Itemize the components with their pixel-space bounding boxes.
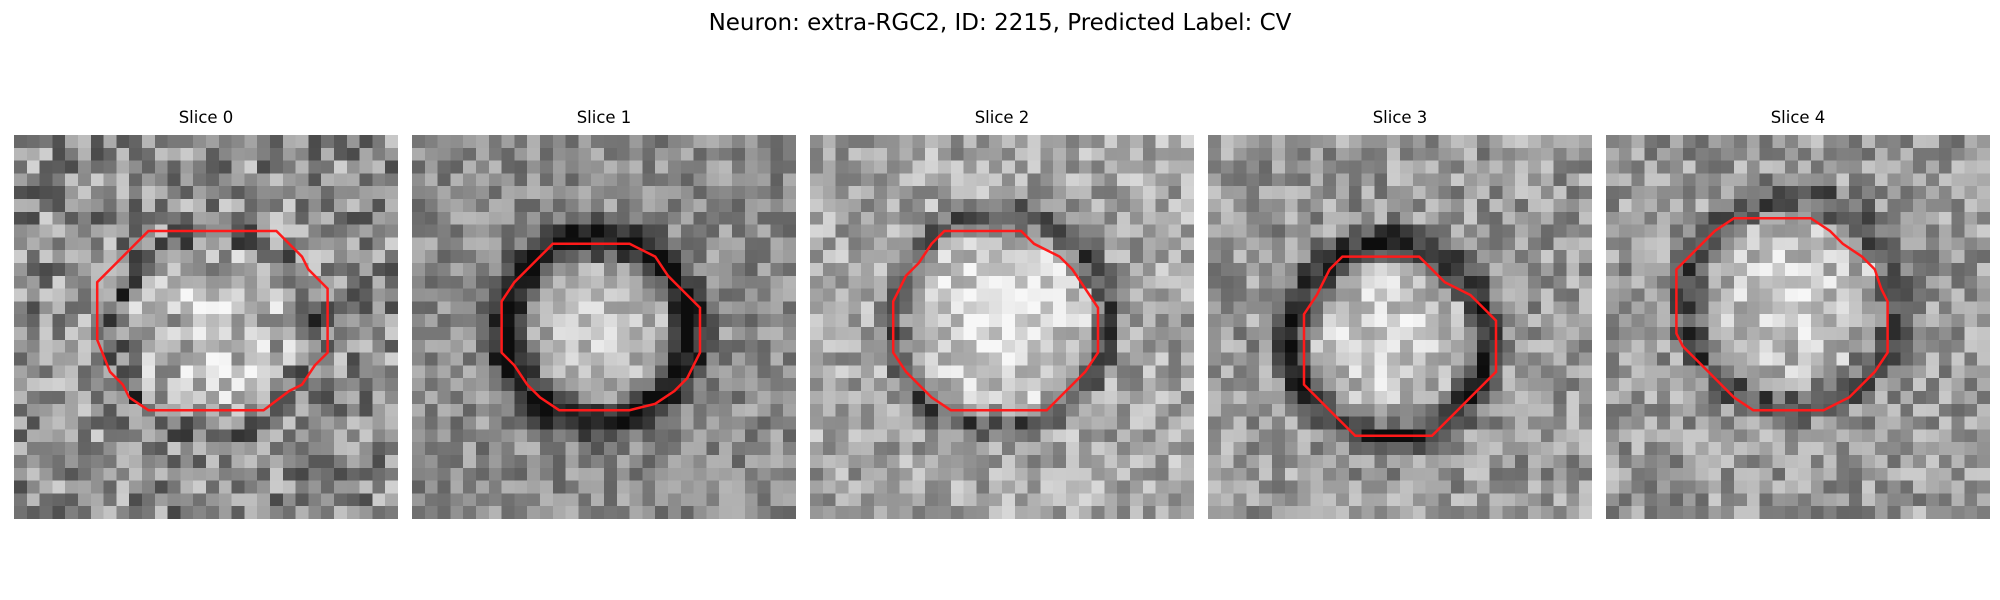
contour-outline-3 bbox=[1302, 255, 1498, 438]
contour-outline-4 bbox=[1675, 216, 1889, 412]
slice-image-4 bbox=[1606, 135, 1990, 519]
slice-title-0: Slice 0 bbox=[178, 108, 234, 127]
slice-panel-2: Slice 2 bbox=[810, 108, 1194, 519]
contour-outline-2 bbox=[891, 229, 1100, 412]
slice-panel-0: Slice 0 bbox=[14, 108, 398, 519]
slice-panel-1: Slice 1 bbox=[412, 108, 796, 519]
slice-panel-4: Slice 4 bbox=[1606, 108, 1990, 519]
slice-image-2 bbox=[810, 135, 1194, 519]
slice-image-1 bbox=[412, 135, 796, 519]
slice-panel-3: Slice 3 bbox=[1208, 108, 1592, 519]
contour-outline-1 bbox=[500, 242, 702, 412]
slice-title-4: Slice 4 bbox=[1770, 108, 1826, 127]
slice-image-0 bbox=[14, 135, 398, 519]
contour-outline-0 bbox=[95, 229, 329, 412]
slice-title-2: Slice 2 bbox=[974, 108, 1030, 127]
slice-title-1: Slice 1 bbox=[576, 108, 632, 127]
figure-title: Neuron: extra-RGC2, ID: 2215, Predicted … bbox=[708, 10, 1292, 36]
slice-image-3 bbox=[1208, 135, 1592, 519]
slice-title-3: Slice 3 bbox=[1372, 108, 1428, 127]
